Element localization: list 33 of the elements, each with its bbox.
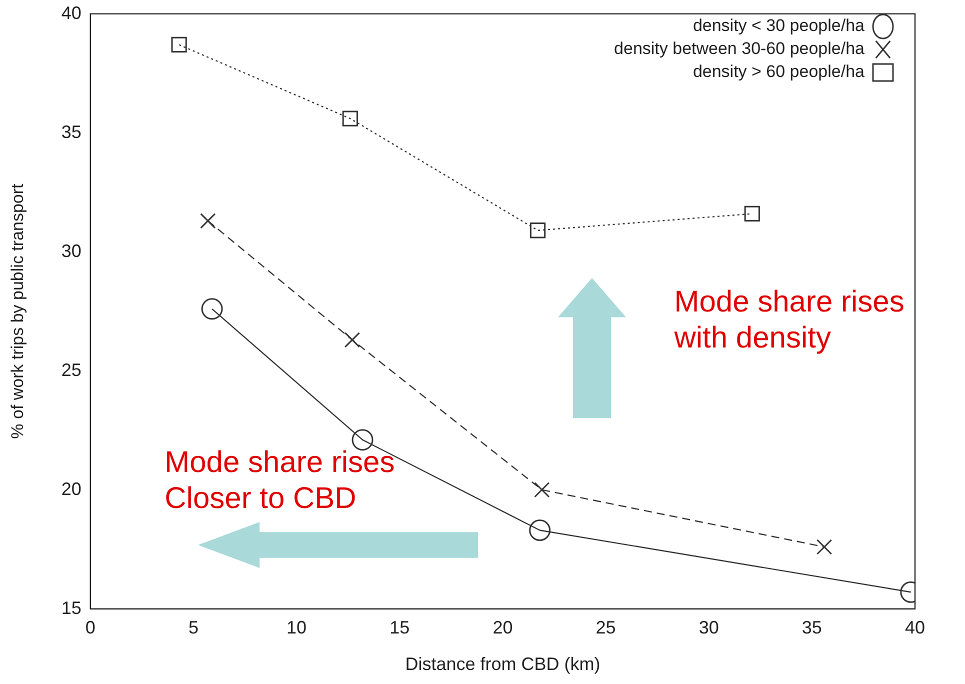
point — [529, 520, 551, 542]
point — [200, 213, 216, 229]
x-tick-label: 0 — [85, 618, 96, 638]
y-tick-label: 40 — [61, 2, 82, 23]
annotation: Mode share rises Closer to CBD — [164, 446, 395, 515]
point — [352, 429, 374, 451]
y-tick-label: 30 — [61, 240, 82, 261]
x-tick-label: 25 — [596, 618, 616, 638]
x-tick-label: 40 — [904, 618, 926, 638]
point — [171, 36, 187, 53]
x-axis-title: Distance from CBD (km) — [405, 654, 600, 674]
point — [201, 298, 223, 320]
annotation: Mode share rises with density — [673, 285, 904, 354]
x-tick-label: 5 — [188, 618, 198, 638]
x-tick-label: 20 — [492, 618, 513, 638]
y-tick-label: 25 — [61, 360, 82, 380]
y-tick-label: 15 — [61, 598, 82, 618]
point — [530, 222, 546, 238]
legend-label: density < 30 people/ha — [692, 16, 866, 36]
y-tick-label: 35 — [61, 122, 82, 142]
x-tick-label: 30 — [698, 618, 719, 638]
x-tick-label: 10 — [286, 618, 307, 638]
point — [344, 332, 360, 348]
x-tick-label: 15 — [390, 618, 410, 638]
y-axis-title: % of work trips by public transport — [8, 183, 27, 439]
point — [744, 206, 760, 222]
point — [816, 539, 832, 555]
legend-label: density between 30-60 people/ha — [614, 39, 866, 58]
x-tick-label: 35 — [802, 618, 822, 638]
y-tick-label: 20 — [61, 478, 82, 499]
point — [534, 482, 550, 498]
point — [342, 110, 358, 126]
legend-label: density > 60 people/ha — [692, 62, 866, 82]
